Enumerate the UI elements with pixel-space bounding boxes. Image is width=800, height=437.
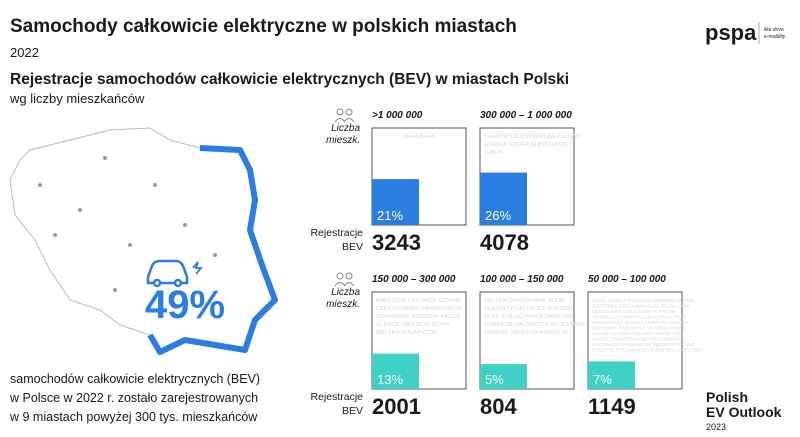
tagline: like drive [764, 27, 784, 33]
value-label: 21% [377, 208, 403, 223]
icon-part [345, 108, 353, 116]
city-line: SOSNOWIEC RZESZÓW KIELCE [376, 313, 461, 320]
bar [480, 172, 527, 225]
bar [372, 179, 419, 225]
registrations-label: BEV [342, 405, 363, 417]
title: Samochody całkowicie elektryczne w polsk… [10, 16, 517, 37]
city-line: WLKP. ELBLĄG PŁOCK DĄBROWA [484, 314, 574, 320]
report: 2023 [706, 422, 726, 432]
subtitle2: wg liczby mieszkańców [9, 91, 145, 106]
bar [372, 353, 419, 389]
icon-part [334, 282, 355, 287]
bar [588, 361, 635, 389]
city-line: PRZEMYŚL STALOWA WOLA TCZEW BIAŁA PODLAS… [592, 348, 701, 353]
city-line: LUBLIN [484, 150, 503, 156]
icon-part [334, 118, 355, 123]
report: Polish [706, 389, 748, 405]
category-label: 150 000 – 300 000 [372, 274, 456, 285]
city-line: ŚLĄSKIE GŁOGÓW PABIANICE LESZNO ŻORY [592, 331, 684, 336]
caption: w 9 miastach powyżej 300 tys. mieszkańcó… [9, 410, 258, 424]
tagline: e-mobility [764, 34, 786, 40]
city-line: KALISZ LEGNICA GRUDZIĄDZ JAWORZNO SŁUPSK [592, 298, 694, 303]
registrations: 804 [480, 394, 517, 419]
city-line: WARSZAWA [403, 134, 435, 140]
city-line: SIEDLCE MYSŁOWICE KONIN PIOTRKÓW [592, 309, 675, 314]
value-label: 13% [377, 372, 403, 387]
city-line: MAZOWIECKI CHEŁM MIELEC KĘDZIERZYN-KOŹLE [592, 342, 695, 347]
registrations: 2001 [372, 394, 421, 419]
city-line: OSTROWIEC ŚWIĘTOKRZYSKI SIEMIANOWICE [592, 326, 686, 331]
category-label: 100 000 – 150 000 [480, 274, 564, 285]
icon-part [336, 272, 344, 280]
city-line: WIELKOPOLSKI SUWAŁKI STARGARD GNIEZNO [592, 320, 688, 325]
highlight: 49% [145, 283, 225, 327]
city-list: KALISZ LEGNICA GRUDZIĄDZ JAWORZNO SŁUPSK… [592, 298, 701, 353]
city-dots [38, 156, 217, 292]
value-label: 5% [485, 372, 504, 387]
registrations-label: Rejestracje [310, 391, 363, 403]
city-list: WARSZAWA [403, 134, 435, 140]
logo: pspa [705, 20, 757, 45]
caption: w Polsce w 2022 r. zostało zarejestrowan… [9, 391, 258, 405]
category-label: 300 000 – 1 000 000 [480, 110, 572, 121]
city-line: BIAŁYSTOK KATOWICE GDYNIA [376, 298, 460, 304]
population-label: mieszk. [326, 299, 360, 310]
city-line: ZAMOŚĆ PRUSZKÓW ŁOMŻA EŁK TOMASZÓW [592, 337, 685, 342]
city-line: JASTRZĘBIE-ZDRÓJ NOWY SĄCZ JELENIA GÓRA [592, 304, 691, 309]
bar [480, 364, 527, 389]
report: EV Outlook [706, 404, 782, 420]
people-icon [334, 272, 355, 287]
registrations: 3243 [372, 230, 421, 255]
value-label: 26% [485, 208, 511, 223]
city-line: BIELSKO-BIAŁA BYTOM [376, 330, 438, 336]
icon-part [336, 108, 344, 116]
city-line: CZĘSTOCHOWA RADOM TORUŃ [376, 305, 462, 312]
category-label: 50 000 – 100 000 [588, 274, 666, 285]
value-label: 7% [593, 372, 612, 387]
population-label: mieszk. [326, 135, 360, 146]
city-line: KRAKÓW ŁÓDŹ WROCŁAW POZNAŃ [484, 133, 580, 140]
city-line: TRYBUNALSKI INOWROCŁAW LUBIN OSTRÓW [592, 315, 685, 320]
subtitle: Rejestracje samochodów całkowicie elektr… [10, 71, 569, 88]
people-icon [334, 108, 355, 123]
caption: samochodów całkowicie elektrycznych (BEV… [10, 372, 260, 386]
icon-part [345, 272, 353, 280]
city-line: GLIWICE ZABRZE OLSZTYN [376, 322, 449, 328]
car-icon [146, 259, 203, 288]
population-label: Liczba [331, 287, 360, 298]
population-label: Liczba [331, 123, 360, 134]
city-list: BIAŁYSTOK KATOWICE GDYNIA CZĘSTOCHOWA RAD… [376, 298, 462, 336]
map-outline [9, 127, 276, 353]
registrations: 1149 [588, 394, 636, 419]
city-line: ZIELONA GÓRA RYBNIK RUDA [484, 297, 564, 304]
city-line: ŚLĄSKA TYCHY OPOLE GORZÓW [484, 304, 573, 312]
city-list: ZIELONA GÓRA RYBNIK RUDA ŚLĄSKA TYCHY OPO… [484, 297, 586, 336]
city-list: KRAKÓW ŁÓDŹ WROCŁAW POZNAŃ GDAŃSK SZCZECI… [484, 133, 580, 156]
city-line: GDAŃSK SZCZECIN BYDGOSZCZ [484, 141, 573, 148]
city-line: GÓRNICZA WAŁBRZYCH WŁOCŁAWEK [484, 321, 586, 328]
registrations-label: BEV [342, 241, 363, 253]
city-line: TARNÓW CHORZÓW KOSZALIN [484, 329, 567, 336]
registrations: 4078 [480, 230, 529, 255]
registrations-label: Rejestracje [310, 227, 363, 239]
year: 2022 [10, 45, 39, 60]
category-label: >1 000 000 [372, 110, 423, 121]
map-highlight [147, 145, 278, 355]
